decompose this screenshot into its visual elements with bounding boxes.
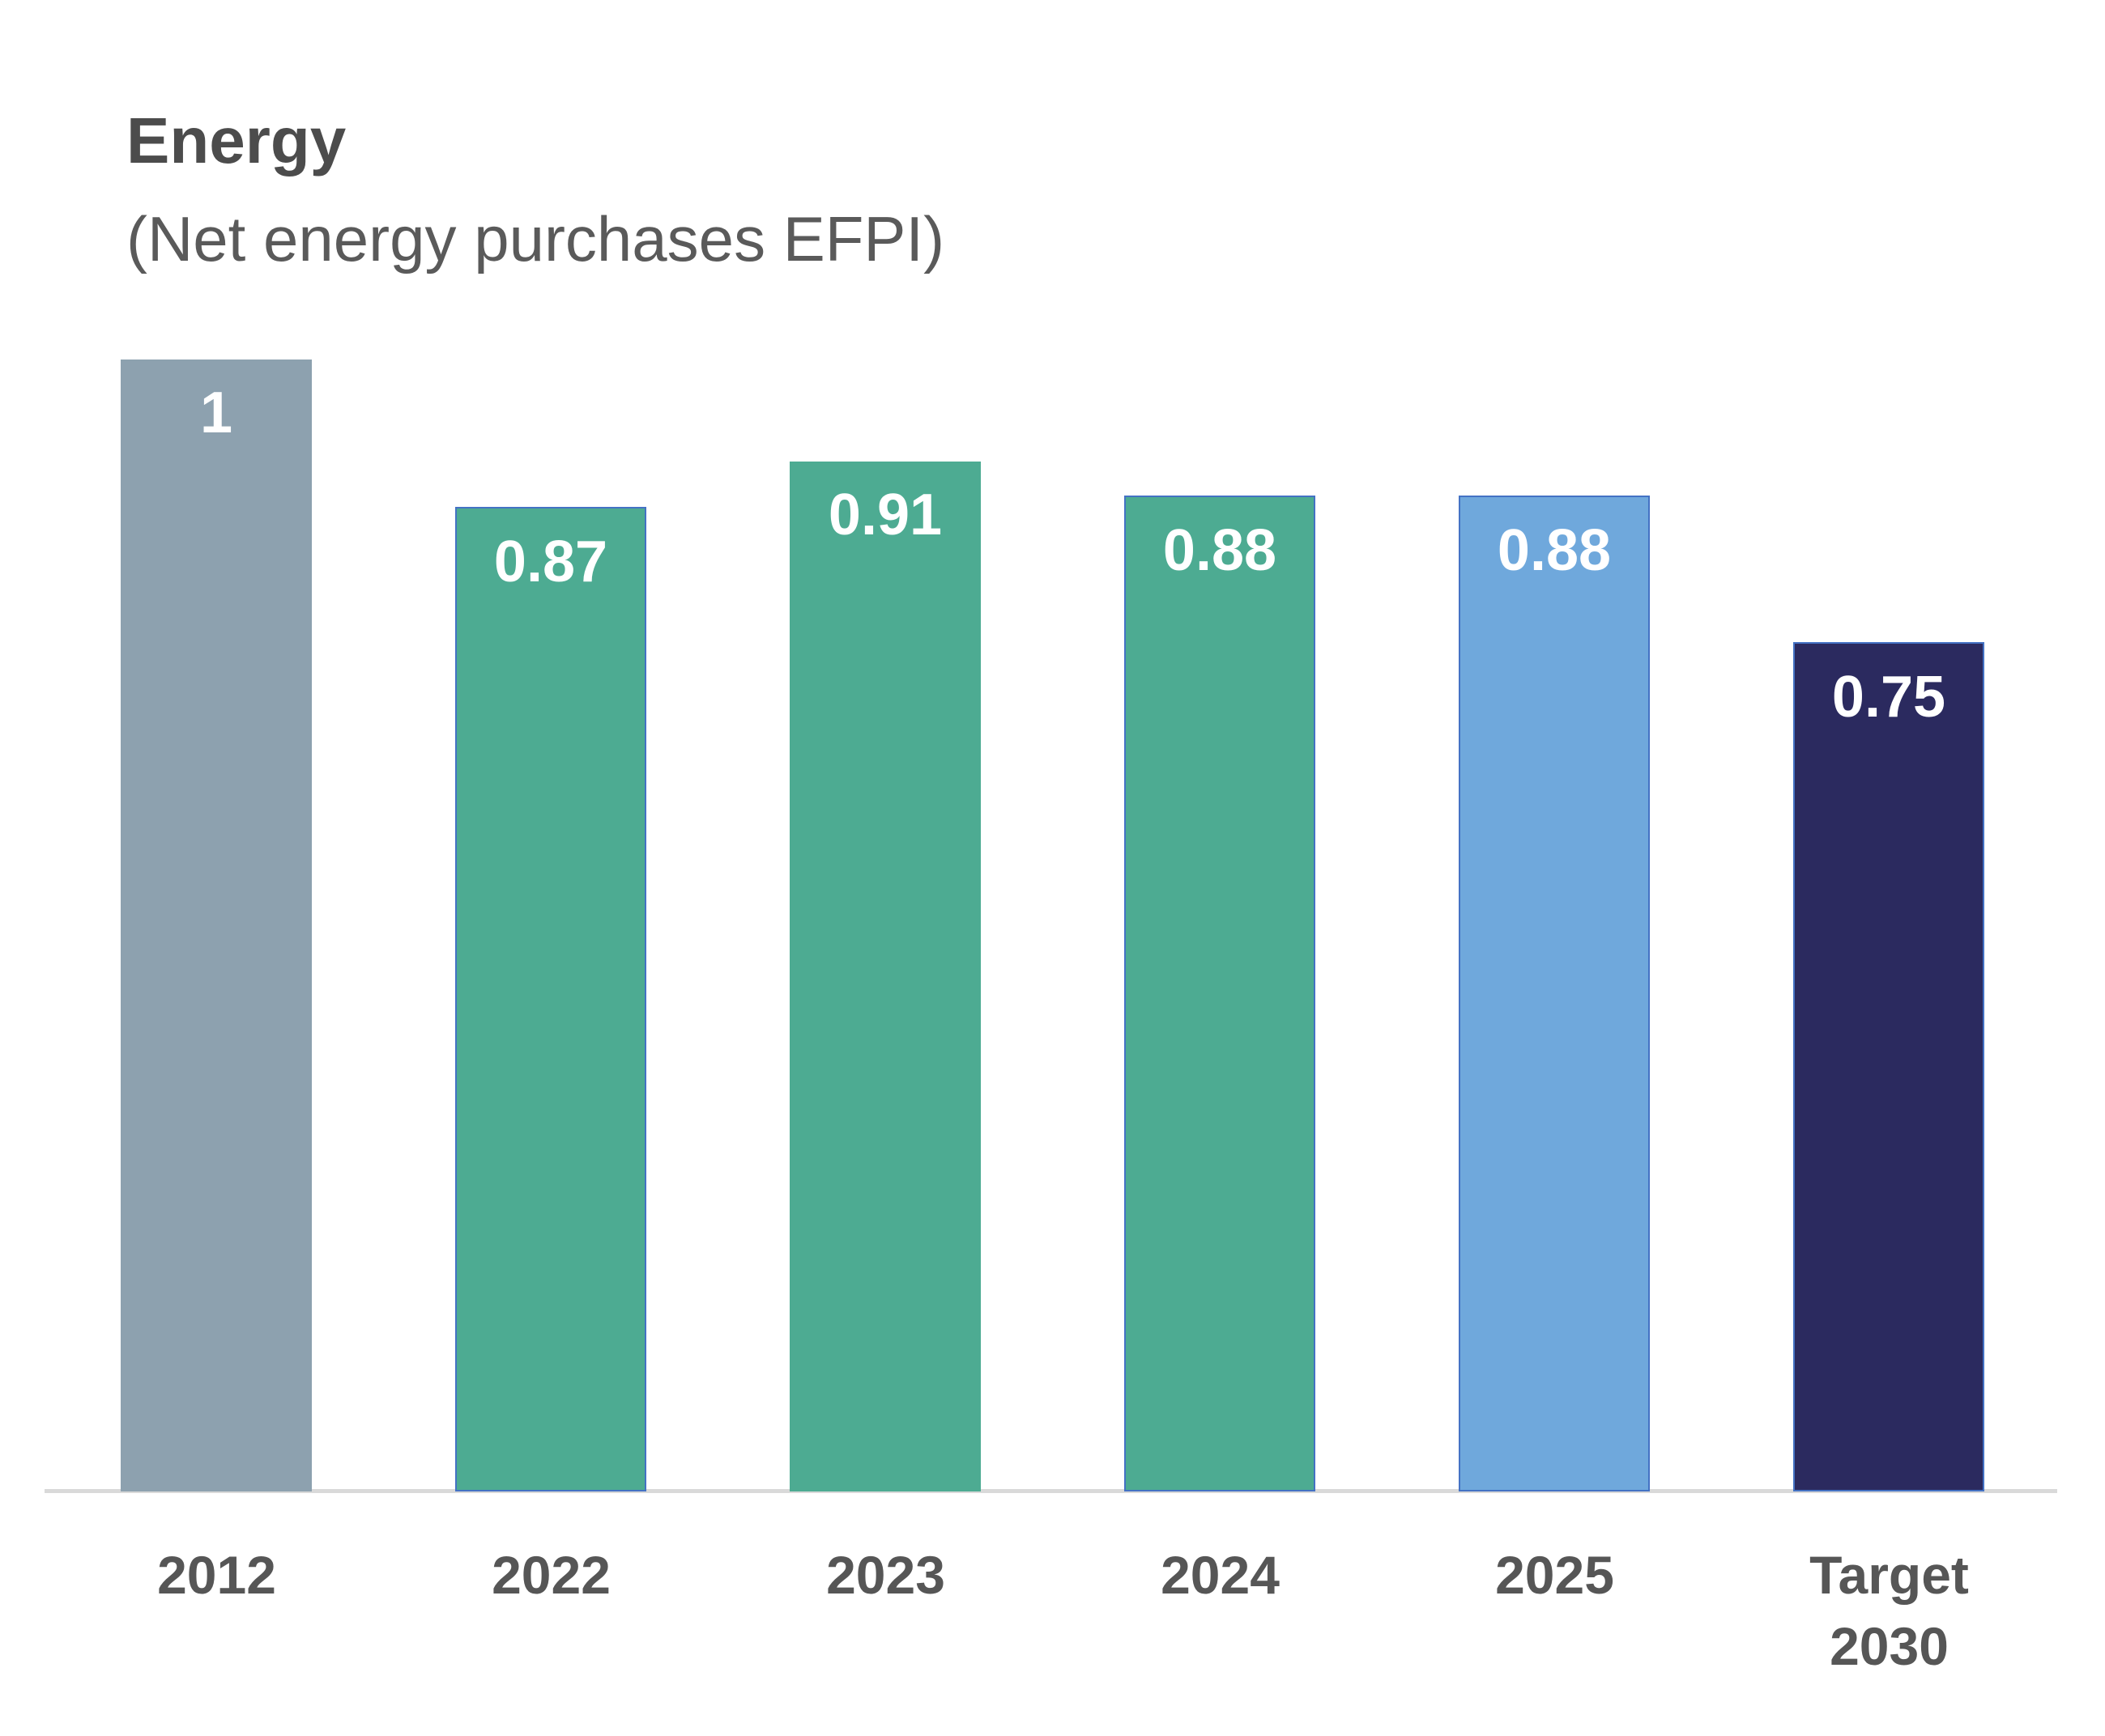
bar-2012: 1 xyxy=(121,360,312,1491)
bar-2023: 0.91 xyxy=(790,462,981,1491)
x-tick-label-2023: 2023 xyxy=(826,1545,945,1605)
bar-value-label-2023: 0.91 xyxy=(828,483,943,547)
chart-subtitle: (Net energy purchases EFPI) xyxy=(126,203,945,274)
x-tick-label-target-2030: Target 2030 xyxy=(1809,1545,1969,1676)
bar-value-label-2012: 1 xyxy=(199,381,233,445)
x-tick-label-2012: 2012 xyxy=(157,1545,276,1605)
chart-header: Energy (Net energy purchases EFPI) xyxy=(126,104,945,274)
bar-value-label-2022: 0.87 xyxy=(493,530,608,594)
x-tick-label-2022: 2022 xyxy=(492,1545,611,1605)
x-axis-baseline xyxy=(45,1489,2057,1493)
bar-value-label-2024: 0.88 xyxy=(1162,518,1277,583)
x-tick-label-2025: 2025 xyxy=(1495,1545,1614,1605)
bar-2025: 0.88 xyxy=(1459,496,1650,1491)
x-tick-label-2024: 2024 xyxy=(1161,1545,1280,1605)
bar-2022: 0.87 xyxy=(455,507,646,1491)
bar-target-2030: 0.75 xyxy=(1793,642,1984,1491)
chart-title: Energy xyxy=(126,104,347,177)
bar-value-label-2025: 0.88 xyxy=(1497,518,1612,583)
bar-value-label-target-2030: 0.75 xyxy=(1831,665,1946,730)
bar-2024: 0.88 xyxy=(1124,496,1315,1491)
